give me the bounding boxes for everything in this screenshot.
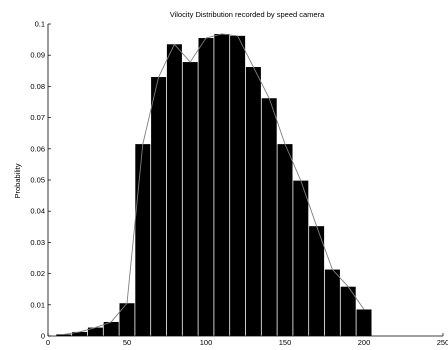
y-tick-label: 0.07 xyxy=(30,113,45,122)
bar xyxy=(166,44,182,336)
bar xyxy=(324,269,340,336)
x-tick-label: 0 xyxy=(46,338,50,347)
bar xyxy=(230,35,246,337)
y-tick-label: 0.02 xyxy=(30,269,45,278)
x-tick-label: 200 xyxy=(358,338,371,347)
series-line xyxy=(63,33,365,335)
bar xyxy=(261,98,277,336)
x-tick-label: 150 xyxy=(279,338,292,347)
y-tick-label: 0.03 xyxy=(30,238,45,247)
bar xyxy=(135,144,151,336)
chart-marks: 0 50 100 150 200 250 0 0.01 0.02 0.03 0.04 0.05 0.06… xyxy=(30,20,448,348)
bar xyxy=(119,303,135,336)
bar xyxy=(356,309,372,336)
bar xyxy=(151,77,167,336)
x-tick-label: 50 xyxy=(123,338,131,347)
bar xyxy=(87,327,103,336)
bar xyxy=(214,33,230,336)
y-tick-label: 0.1 xyxy=(35,20,45,29)
bar xyxy=(245,67,261,336)
bar xyxy=(277,144,293,336)
bar xyxy=(309,226,325,336)
bar xyxy=(293,180,309,336)
y-tick-label: 0.04 xyxy=(30,207,45,216)
bar xyxy=(198,38,214,336)
bar xyxy=(340,286,356,336)
x-tick-label: 250 xyxy=(437,338,448,347)
bar xyxy=(103,321,119,336)
y-tick-label: 0.09 xyxy=(30,51,45,60)
bar xyxy=(182,62,198,337)
y-axis-label: Probability xyxy=(13,163,22,198)
bar xyxy=(72,331,88,336)
chart-title: Vilocity Distribution recorded by speed … xyxy=(170,10,325,19)
x-tick-label: 100 xyxy=(200,338,213,347)
bar xyxy=(56,334,72,336)
y-tick-label: 0.05 xyxy=(30,176,45,185)
y-tick-label: 0.08 xyxy=(30,82,45,91)
y-tick-label: 0 xyxy=(41,332,45,341)
y-tick-label: 0.06 xyxy=(30,144,45,153)
y-tick-label: 0.01 xyxy=(30,300,45,309)
